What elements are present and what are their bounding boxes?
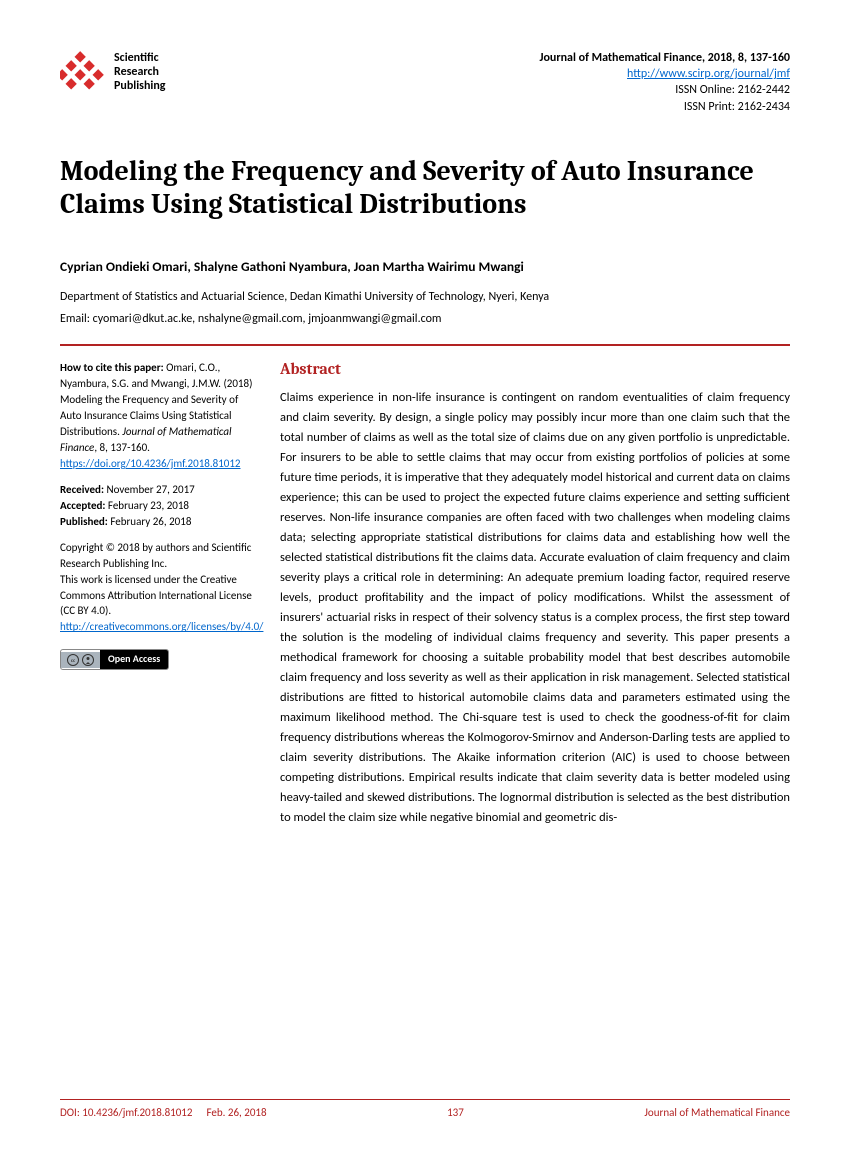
- footer-date: Feb. 26, 2018: [206, 1106, 266, 1119]
- footer-journal: Journal of Mathematical Finance: [644, 1106, 790, 1119]
- doi-link[interactable]: https://doi.org/10.4236/jmf.2018.81012: [60, 457, 241, 470]
- accepted-date: February 23, 2018: [105, 499, 189, 512]
- received-date: November 27, 2017: [104, 483, 195, 496]
- journal-name: Journal of Mathematical Finance, 2018, 8…: [539, 50, 790, 66]
- paper-title: Modeling the Frequency and Severity of A…: [60, 155, 790, 222]
- accepted-label: Accepted:: [60, 499, 105, 512]
- publisher-name-l2: Research: [114, 66, 165, 80]
- authors: Cyprian Ondieki Omari, Shalyne Gathoni N…: [60, 258, 790, 275]
- author-emails: Email: cyomari@dkut.ac.ke, nshalyne@gmai…: [60, 312, 790, 326]
- cite-suffix: , 8, 137-160.: [94, 441, 150, 454]
- published-label: Published:: [60, 515, 108, 528]
- sidebar: How to cite this paper: Omari, C.O., Nya…: [60, 360, 260, 828]
- open-access-badge: cc Open Access: [60, 645, 260, 670]
- issn-print: ISSN Print: 2162-2434: [539, 99, 790, 115]
- journal-info: Journal of Mathematical Finance, 2018, 8…: [539, 50, 790, 115]
- issn-online: ISSN Online: 2162-2442: [539, 82, 790, 98]
- svg-text:cc: cc: [71, 658, 76, 664]
- open-access-label: Open Access: [100, 650, 168, 669]
- main-column: Abstract Claims experience in non-life i…: [280, 360, 790, 828]
- page-footer: DOI: 10.4236/jmf.2018.81012 Feb. 26, 201…: [60, 1099, 790, 1119]
- abstract-text: Claims experience in non-life insurance …: [280, 388, 790, 828]
- header: Scientific Research Publishing Journal o…: [60, 50, 790, 115]
- copyright-block: Copyright © 2018 by authors and Scientif…: [60, 540, 260, 636]
- footer-doi: DOI: 10.4236/jmf.2018.81012: [60, 1106, 192, 1119]
- srp-diamond-icon: [60, 50, 106, 96]
- published-date: February 26, 2018: [108, 515, 192, 528]
- publisher-name-l1: Scientific: [114, 52, 165, 66]
- publisher-logo: Scientific Research Publishing: [60, 50, 165, 96]
- received-label: Received:: [60, 483, 104, 496]
- footer-page-number: 137: [447, 1106, 464, 1119]
- affiliation: Department of Statistics and Actuarial S…: [60, 289, 790, 306]
- cite-label: How to cite this paper:: [60, 361, 164, 374]
- abstract-heading: Abstract: [280, 360, 790, 378]
- citation-block: How to cite this paper: Omari, C.O., Nya…: [60, 360, 260, 472]
- journal-url-link[interactable]: http://www.scirp.org/journal/jmf: [627, 67, 790, 81]
- divider: [60, 344, 790, 346]
- copyright-text: Copyright © 2018 by authors and Scientif…: [60, 541, 251, 570]
- license-text: This work is licensed under the Creative…: [60, 573, 252, 618]
- license-url-link[interactable]: http://creativecommons.org/licenses/by/4…: [60, 620, 263, 633]
- publisher-name: Scientific Research Publishing: [114, 52, 165, 93]
- dates-block: Received: November 27, 2017 Accepted: Fe…: [60, 482, 260, 530]
- publisher-name-l3: Publishing: [114, 80, 165, 94]
- cc-icon: cc: [61, 652, 100, 668]
